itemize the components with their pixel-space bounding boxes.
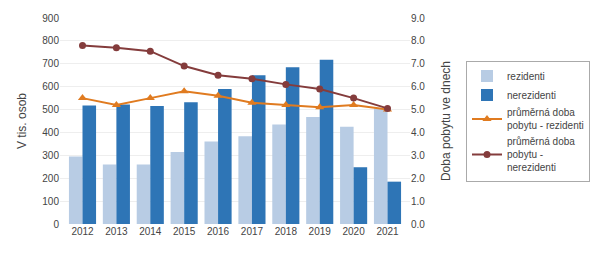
svg-text:2015: 2015 bbox=[173, 226, 196, 237]
svg-text:500: 500 bbox=[42, 104, 59, 115]
svg-text:2018: 2018 bbox=[275, 226, 298, 237]
svg-text:průměrná dobapobytu -nereziden: průměrná dobapobytu -nerezidenti bbox=[507, 136, 575, 173]
svg-text:2016: 2016 bbox=[207, 226, 230, 237]
svg-text:5.0: 5.0 bbox=[411, 104, 425, 115]
svg-text:2019: 2019 bbox=[309, 226, 332, 237]
svg-text:0.0: 0.0 bbox=[411, 219, 425, 230]
svg-text:8.0: 8.0 bbox=[411, 35, 425, 46]
svg-text:2013: 2013 bbox=[105, 226, 128, 237]
svg-text:Doba pobytu ve dnech: Doba pobytu ve dnech bbox=[439, 61, 453, 181]
svg-text:2020: 2020 bbox=[342, 226, 365, 237]
svg-text:2.0: 2.0 bbox=[411, 173, 425, 184]
svg-text:600: 600 bbox=[42, 81, 59, 92]
svg-text:3.0: 3.0 bbox=[411, 150, 425, 161]
svg-text:V tis. osob: V tis. osob bbox=[15, 93, 29, 149]
svg-text:200: 200 bbox=[42, 173, 59, 184]
svg-text:2014: 2014 bbox=[139, 226, 162, 237]
svg-text:2017: 2017 bbox=[241, 226, 264, 237]
svg-text:800: 800 bbox=[42, 35, 59, 46]
svg-text:0: 0 bbox=[53, 219, 59, 230]
svg-text:300: 300 bbox=[42, 150, 59, 161]
svg-text:4.0: 4.0 bbox=[411, 127, 425, 138]
svg-text:průměrná dobapobytu - rezident: průměrná dobapobytu - rezidenti bbox=[507, 107, 584, 131]
svg-text:700: 700 bbox=[42, 58, 59, 69]
svg-text:2012: 2012 bbox=[71, 226, 94, 237]
svg-text:100: 100 bbox=[42, 196, 59, 207]
svg-text:rezidenti: rezidenti bbox=[507, 71, 545, 82]
svg-text:400: 400 bbox=[42, 127, 59, 138]
svg-text:900: 900 bbox=[42, 13, 59, 24]
svg-text:2021: 2021 bbox=[376, 226, 399, 237]
svg-text:nerezidenti: nerezidenti bbox=[507, 90, 556, 101]
svg-text:7.0: 7.0 bbox=[411, 58, 425, 69]
svg-text:9.0: 9.0 bbox=[411, 13, 425, 24]
svg-text:1.0: 1.0 bbox=[411, 196, 425, 207]
svg-text:6.0: 6.0 bbox=[411, 81, 425, 92]
